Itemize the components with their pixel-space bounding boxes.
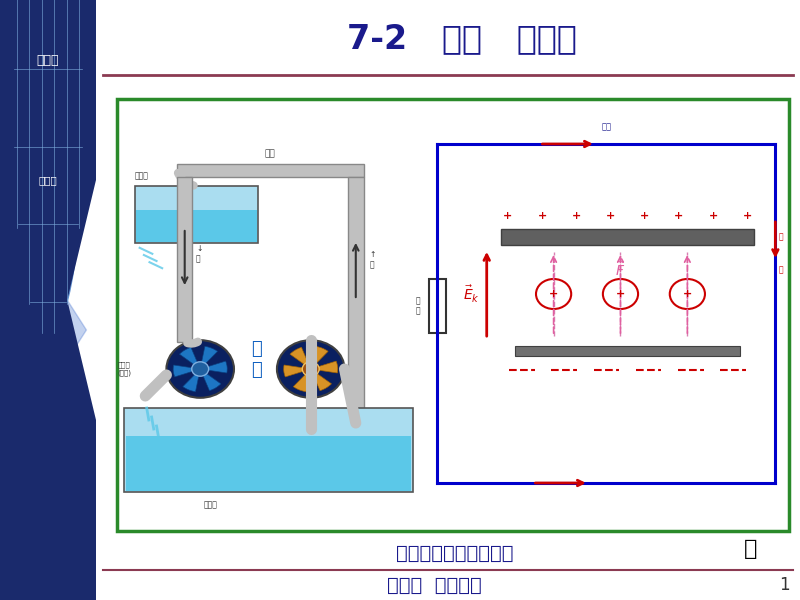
Text: 极: 极 bbox=[779, 265, 783, 275]
Wedge shape bbox=[173, 365, 200, 377]
Text: 导线: 导线 bbox=[602, 122, 611, 131]
FancyArrowPatch shape bbox=[178, 173, 194, 185]
Bar bbox=[177, 164, 363, 177]
Bar bbox=[134, 186, 258, 243]
Wedge shape bbox=[290, 347, 310, 369]
Text: 第七章  恒定磁场: 第七章 恒定磁场 bbox=[386, 575, 482, 595]
Text: +: + bbox=[606, 211, 615, 221]
Bar bbox=[124, 408, 413, 492]
Text: +: + bbox=[549, 289, 558, 299]
Text: 低液面: 低液面 bbox=[134, 171, 149, 180]
Wedge shape bbox=[200, 346, 218, 369]
Text: ↑
水: ↑ 水 bbox=[369, 250, 375, 269]
Polygon shape bbox=[29, 240, 86, 420]
Bar bbox=[429, 279, 446, 333]
Text: +: + bbox=[708, 211, 718, 221]
Wedge shape bbox=[179, 347, 200, 369]
Bar bbox=[117, 99, 790, 531]
Text: 水轮机
(负载): 水轮机 (负载) bbox=[117, 362, 131, 376]
Wedge shape bbox=[183, 369, 200, 392]
Wedge shape bbox=[310, 369, 331, 391]
Wedge shape bbox=[200, 361, 227, 373]
Text: 水管: 水管 bbox=[265, 149, 276, 158]
Text: 7-2   电源   电动势: 7-2 电源 电动势 bbox=[347, 22, 577, 55]
Circle shape bbox=[670, 279, 705, 309]
Wedge shape bbox=[310, 346, 328, 369]
Text: +: + bbox=[616, 289, 625, 299]
Circle shape bbox=[302, 362, 319, 376]
Text: +: + bbox=[572, 211, 581, 221]
Circle shape bbox=[27, 0, 50, 90]
Text: ↓
水: ↓ 水 bbox=[196, 244, 202, 263]
Text: 电
阻: 电 阻 bbox=[415, 296, 420, 316]
Text: 物理学: 物理学 bbox=[37, 53, 59, 67]
Bar bbox=[126, 436, 411, 491]
Text: 📖: 📖 bbox=[744, 539, 758, 559]
Polygon shape bbox=[0, 0, 96, 600]
Text: 电: 电 bbox=[779, 232, 783, 241]
Wedge shape bbox=[284, 365, 310, 377]
Text: 水: 水 bbox=[251, 340, 262, 358]
Bar bbox=[501, 229, 754, 245]
Bar bbox=[348, 177, 363, 429]
Wedge shape bbox=[200, 369, 221, 391]
Circle shape bbox=[11, 0, 85, 336]
Circle shape bbox=[603, 279, 638, 309]
Text: +: + bbox=[682, 289, 692, 299]
Wedge shape bbox=[294, 369, 310, 392]
Text: +: + bbox=[742, 211, 752, 221]
Text: $\vec{F}$: $\vec{F}$ bbox=[615, 260, 626, 280]
Bar bbox=[136, 211, 257, 242]
Wedge shape bbox=[310, 361, 338, 373]
Text: +: + bbox=[538, 211, 546, 221]
Text: 第五版: 第五版 bbox=[38, 175, 58, 185]
Text: 低势极: 低势极 bbox=[204, 500, 218, 509]
Text: 电源和水泵作用的类比: 电源和水泵作用的类比 bbox=[396, 544, 514, 563]
Text: 1: 1 bbox=[779, 576, 790, 594]
FancyArrowPatch shape bbox=[187, 342, 198, 344]
Text: 水: 水 bbox=[251, 361, 262, 379]
Circle shape bbox=[192, 362, 209, 376]
Circle shape bbox=[277, 340, 345, 398]
Circle shape bbox=[536, 279, 571, 309]
Text: +: + bbox=[503, 211, 513, 221]
Text: $\vec{E}_k$: $\vec{E}_k$ bbox=[462, 283, 480, 305]
Text: +: + bbox=[674, 211, 683, 221]
Text: +: + bbox=[640, 211, 650, 221]
Bar bbox=[515, 346, 740, 356]
Bar bbox=[177, 177, 193, 342]
Circle shape bbox=[166, 340, 234, 398]
